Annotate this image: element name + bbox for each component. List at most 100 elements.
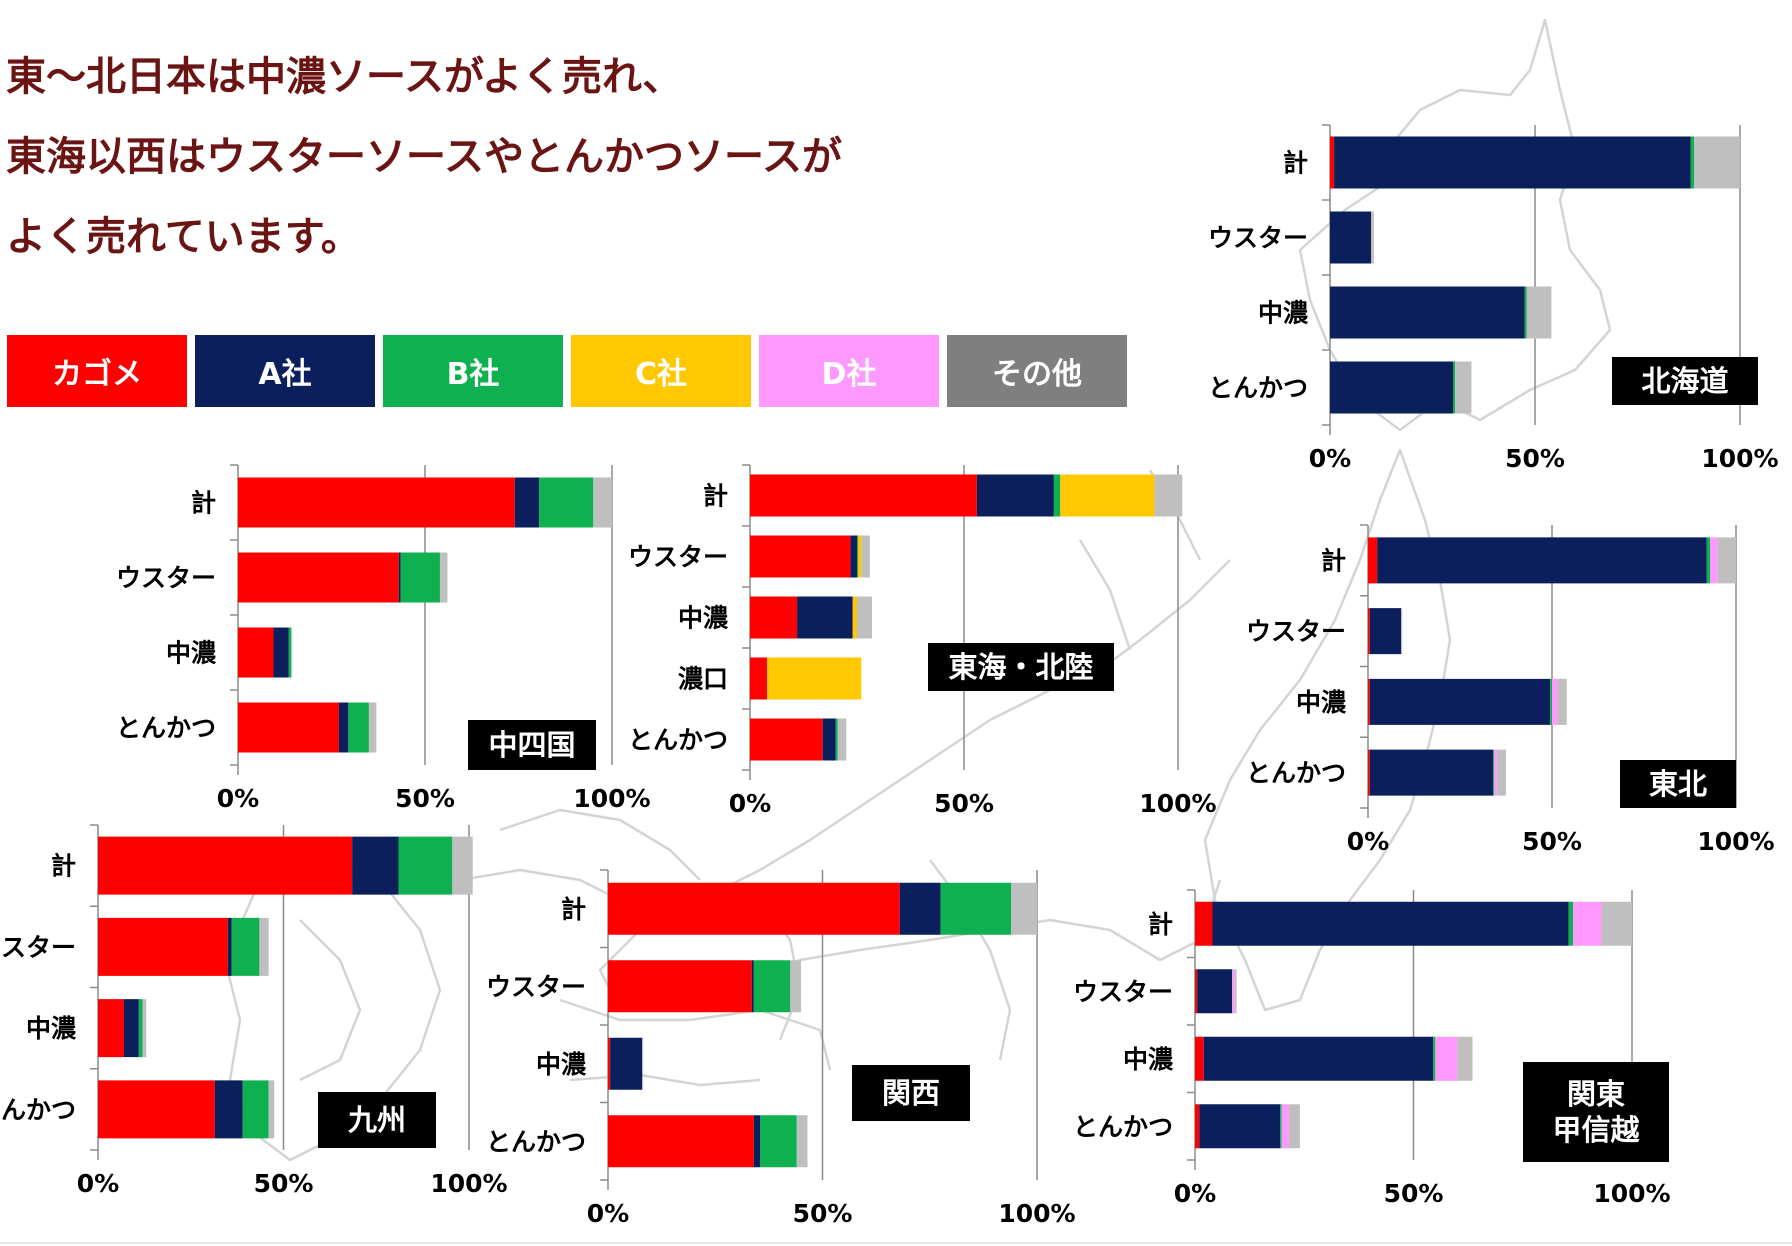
bar-segment [238,627,274,678]
x-tick-label: 50% [793,1199,853,1228]
bar-segment [1288,1104,1300,1149]
region-label-tohoku: 東北 [1620,760,1736,808]
bar-segment [238,702,339,753]
x-tick-label: 50% [934,789,994,818]
bar-segment [98,999,124,1058]
bar-segment [610,1037,643,1090]
bar-segment [1011,882,1037,935]
category-label: 計 [1283,149,1308,178]
bar-segment [98,917,228,976]
bar-segment [1371,211,1374,264]
bar-segment [797,596,853,639]
bar-segment [1369,608,1402,655]
x-tick-label: 50% [1522,827,1582,856]
bar-segment [268,1080,275,1139]
bar-segment [1550,678,1552,725]
category-label: ウスター [486,972,586,1001]
region-label-kanto-koshinetsu: 関東 甲信越 [1523,1062,1669,1162]
bar-segment [1195,1104,1200,1149]
bar-segment [899,882,941,935]
bar-segment [1493,749,1495,796]
bar-segment [608,960,752,1013]
bar-segment [123,999,139,1058]
bar-segment [608,1037,611,1090]
bar-segment [1330,361,1453,414]
x-tick-label: 100% [1139,789,1216,818]
category-label: 計 [191,489,216,518]
x-tick-label: 0% [729,789,771,818]
bar-segment [214,1080,243,1139]
bar-segment [1526,286,1552,339]
bar-segment [1330,211,1371,264]
bar-segment [1401,608,1403,655]
category-label: 計 [1321,546,1346,575]
bar-segment [1330,286,1525,339]
bar-segment [452,836,473,895]
legend-item-a: A社 [195,335,375,407]
bottom-divider [0,1242,1792,1244]
category-label: 中濃 [1258,299,1309,328]
bar-segment [400,552,440,603]
x-tick-label: 0% [77,1169,119,1198]
bar-segment [539,477,594,528]
x-tick-label: 100% [430,1169,507,1198]
x-tick-label: 50% [1384,1179,1444,1208]
bar-segment [1573,901,1602,946]
bar-segment [1203,1036,1434,1081]
bar-segment [1557,678,1567,725]
bar-segment [608,882,900,935]
bar-segment [750,657,768,700]
bar-segment [767,657,862,700]
category-label: ウスター [1246,617,1346,646]
category-label: ウスター [116,564,216,593]
x-tick-label: 0% [587,1199,629,1228]
bar-segment [1195,969,1198,1014]
bar-segment [1368,537,1378,584]
bar-segment [750,535,851,578]
category-label: 計 [561,895,586,924]
bar-segment [1154,474,1183,517]
legend-item-other: その他 [947,335,1127,407]
bar-segment [790,960,802,1013]
bar-segment [98,1080,215,1139]
bar-segment [1212,901,1569,946]
bar-segment [753,1115,761,1168]
region-label-kansai: 関西 [852,1065,970,1121]
category-label: ウスター [0,933,76,962]
category-label: とんかつ [0,1095,76,1124]
category-label: とんかつ [1073,1112,1173,1141]
headline-line-1: 東～北日本は中濃ソースがよく売れ、 [6,54,683,100]
legend-item-b: B社 [383,335,563,407]
bar-segment [514,477,540,528]
bar-segment [750,474,977,517]
bar-segment [1369,678,1551,725]
bar-segment [1195,901,1213,946]
bar-segment [439,552,448,603]
bar-segment [1368,608,1370,655]
bar-segment [227,917,232,976]
region-label-kyushu: 九州 [318,1092,436,1148]
region-label-chushikoku: 中四国 [468,720,596,770]
bar-segment [288,627,292,678]
bar-segment [259,917,269,976]
bar-segment [1199,1104,1281,1149]
category-label: とんかつ [1208,374,1308,403]
bar-segment [1694,136,1740,189]
category-label: 濃口 [678,665,728,694]
x-tick-label: 50% [1505,444,1565,473]
bar-segment [1455,361,1472,414]
bar-segment [1368,678,1370,725]
bar-segment [142,999,147,1058]
category-label: 中濃 [1296,688,1347,717]
bar-segment [593,477,612,528]
category-label: とんかつ [116,714,216,743]
x-tick-label: 100% [1593,1179,1670,1208]
bar-segment [238,552,399,603]
bar-segment [1494,749,1497,796]
